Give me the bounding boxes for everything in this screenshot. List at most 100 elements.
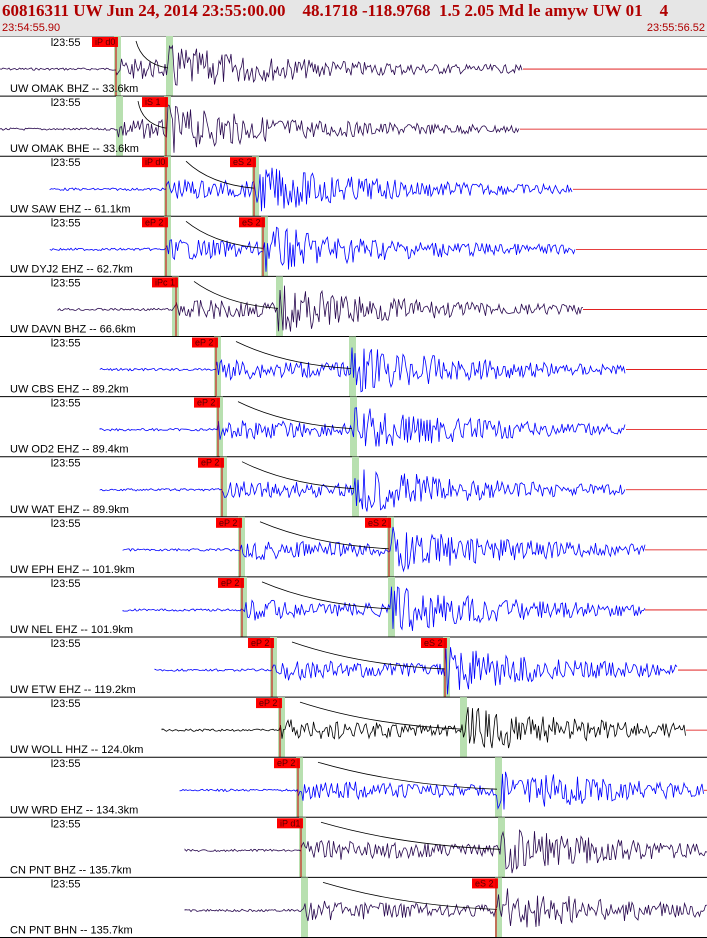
s-window xyxy=(350,396,357,457)
pick-marker[interactable] xyxy=(277,818,303,829)
station-label: UW WOLL HHZ -- 124.0km xyxy=(10,744,143,756)
pick-label: iP d0 xyxy=(145,157,165,167)
pick-marker[interactable] xyxy=(142,157,168,168)
travel-time-curve xyxy=(241,461,355,490)
travel-time-curve xyxy=(299,701,463,730)
pick-marker[interactable] xyxy=(230,157,256,168)
pick-marker[interactable] xyxy=(472,878,498,889)
minute-label: 23:55 xyxy=(53,157,81,169)
pick-label: iPc 1 xyxy=(155,277,175,287)
trace-panel[interactable]: 23:55 eS 2 CN PNT BHN -- 135.7km xyxy=(0,877,707,938)
trace-panel[interactable]: 23:55 iP d0 eS 2 UW SAW EHZ -- 61.1km xyxy=(0,156,707,217)
p-window xyxy=(164,156,171,217)
s-window xyxy=(495,757,502,818)
station-label: UW OMAK BHZ -- 33.6km xyxy=(10,83,138,95)
trace-panel[interactable]: 23:55 eP 2 eS 2 UW ETW EHZ -- 119.2km xyxy=(0,637,707,698)
pick-marker[interactable] xyxy=(248,638,274,648)
waveform xyxy=(49,226,576,272)
trace-panel[interactable]: 23:55 iP d0 UW OMAK BHZ -- 33.6km xyxy=(0,36,707,97)
trace-panel[interactable]: 23:55 iPc 1 UW DAVN BHZ -- 66.6km xyxy=(0,276,707,337)
pick-marker[interactable] xyxy=(142,217,168,228)
minute-label: 23:55 xyxy=(53,698,81,710)
pick-marker[interactable] xyxy=(92,37,118,47)
trace-panel[interactable]: 23:55 eP 2 UW OD2 EHZ -- 89.4km xyxy=(0,396,707,458)
trace-panel[interactable]: 23:55 eP 2 UW WRD EHZ -- 134.3km xyxy=(0,757,707,818)
minute-label: 23:55 xyxy=(53,818,81,830)
waveform xyxy=(99,469,626,512)
waveform xyxy=(99,347,626,393)
travel-time-curve xyxy=(320,821,501,850)
travel-time-curve xyxy=(322,882,498,910)
s-window xyxy=(252,156,259,217)
minute-label: 23:55 xyxy=(53,878,81,890)
pick-label: eS 2 xyxy=(242,217,261,227)
minute-label: 23:55 xyxy=(53,638,81,650)
pick-label: eS 2 xyxy=(475,878,494,888)
waveform xyxy=(57,285,584,332)
seismogram-panel[interactable]: 23:55 iP d0 UW OMAK BHZ -- 33.6km 23:55 iS 1… xyxy=(0,36,707,938)
pick-marker[interactable] xyxy=(274,758,300,769)
waveform xyxy=(49,167,573,212)
travel-time-curve xyxy=(235,341,352,369)
waveform xyxy=(122,586,646,631)
minute-label: 23:55 xyxy=(53,277,81,289)
p-window xyxy=(220,456,227,517)
station-label: UW DAVN BHZ -- 66.6km xyxy=(10,324,136,336)
travel-time-curve xyxy=(193,281,279,309)
pick-marker[interactable] xyxy=(365,517,391,528)
pick-label: eP 2 xyxy=(251,638,269,648)
station-label: CN PNT BHN -- 135.7km xyxy=(10,925,133,937)
trace-panel[interactable]: 23:55 iP d1 CN PNT BHZ -- 135.7km xyxy=(0,817,707,878)
s-window xyxy=(164,96,171,157)
pick-label: eP 2 xyxy=(195,338,213,348)
waveform xyxy=(0,104,520,153)
s-window xyxy=(388,576,395,637)
station-label: UW EPH EHZ -- 101.9km xyxy=(10,564,135,576)
p-window xyxy=(164,216,171,277)
pick-label: iP d0 xyxy=(95,37,115,47)
trace-panel[interactable]: 23:55 eP 2 UW WAT EHZ -- 89.9km xyxy=(0,456,707,518)
pick-marker[interactable] xyxy=(152,277,178,288)
p-window xyxy=(240,576,247,637)
pick-marker[interactable] xyxy=(198,457,224,468)
pick-marker[interactable] xyxy=(421,638,447,648)
trace-panel[interactable]: 23:55 eP 2 eS 2 UW DYJ2 EHZ -- 62.7km xyxy=(0,216,707,277)
pick-label: iS 1 xyxy=(145,97,161,107)
travel-time-curve xyxy=(185,160,255,189)
minute-label: 23:55 xyxy=(53,97,81,109)
p-window xyxy=(216,396,223,457)
trace-panel[interactable]: 23:55 eP 2 UW CBS EHZ -- 89.2km xyxy=(0,336,707,398)
start-time: 23:54:55.90 xyxy=(2,22,61,34)
pick-label: eP 2 xyxy=(145,217,163,227)
pick-label: eP 2 xyxy=(221,578,239,588)
travel-time-curve xyxy=(135,40,169,69)
pick-label: eS 2 xyxy=(368,518,387,528)
p-window xyxy=(301,877,308,938)
trace-panel[interactable]: 23:55 eP 2 eS 2 UW EPH EHZ -- 101.9km xyxy=(0,516,707,578)
minute-label: 23:55 xyxy=(53,458,81,470)
station-label: UW NEL EHZ -- 101.9km xyxy=(10,624,133,636)
p-window xyxy=(296,757,303,818)
p-window xyxy=(278,697,285,758)
pick-marker[interactable] xyxy=(142,97,168,108)
event-header: 60816311 UW Jun 24, 2014 23:55:00.00 48.… xyxy=(0,0,707,37)
waveform xyxy=(184,829,707,874)
trace-panel[interactable]: 23:55 eP 2 UW WOLL HHZ -- 124.0km xyxy=(0,697,707,758)
waveform xyxy=(154,647,678,695)
minute-label: 23:55 xyxy=(53,518,81,530)
pick-marker[interactable] xyxy=(218,577,244,588)
pick-marker[interactable] xyxy=(192,337,218,348)
station-label: UW DYJ2 EHZ -- 62.7km xyxy=(10,263,133,275)
pick-marker[interactable] xyxy=(239,217,265,228)
pick-marker[interactable] xyxy=(216,517,242,528)
waveform xyxy=(179,771,704,810)
pick-marker[interactable] xyxy=(256,698,282,709)
end-time: 23:55:56.52 xyxy=(646,22,705,34)
pick-marker[interactable] xyxy=(194,397,220,408)
station-label: CN PNT BHZ -- 135.7km xyxy=(10,864,131,876)
pick-label: eP 2 xyxy=(259,698,277,708)
trace-panel[interactable]: 23:55 iS 1 UW OMAK BHE -- 33.6km xyxy=(0,96,707,157)
minute-label: 23:55 xyxy=(53,758,81,770)
s-window xyxy=(460,697,467,758)
trace-panel[interactable]: 23:55 eP 2 UW NEL EHZ -- 101.9km xyxy=(0,576,707,638)
